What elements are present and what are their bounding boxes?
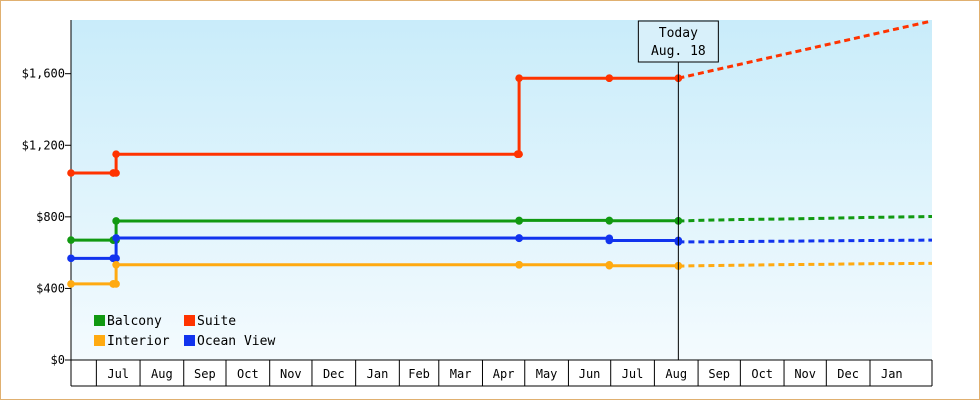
x-tick-label: Sep xyxy=(708,367,730,381)
plot-area xyxy=(71,20,932,360)
x-tick-label: Aug xyxy=(665,367,687,381)
ocean-view-point xyxy=(112,254,120,263)
suite-point xyxy=(515,74,523,82)
x-tick-label: Jan xyxy=(367,367,389,381)
today-callout-title: Today xyxy=(659,26,698,41)
balcony-point xyxy=(67,236,75,244)
suite-point xyxy=(112,150,120,159)
legend-swatch-interior xyxy=(94,335,105,346)
x-tick-label: Dec xyxy=(323,367,345,381)
x-tick-label: Aug xyxy=(151,367,173,381)
balcony-point xyxy=(605,216,614,225)
y-tick-label: $400 xyxy=(36,281,65,295)
legend-label-interior: Interior xyxy=(107,334,170,349)
legend-swatch-suite xyxy=(184,315,195,326)
interior-point xyxy=(515,261,523,269)
interior-point xyxy=(67,280,75,288)
y-tick-label: $1,200 xyxy=(22,138,65,152)
x-tick-label: Feb xyxy=(408,367,430,381)
x-tick-label: Nov xyxy=(794,367,816,381)
suite-point xyxy=(67,169,75,177)
suite-forecast-line xyxy=(678,19,933,80)
interior-point xyxy=(605,261,614,270)
x-tick-label: Sep xyxy=(194,367,216,381)
today-callout xyxy=(637,20,719,63)
x-tick-label: Mar xyxy=(450,367,472,381)
balcony-forecast-line xyxy=(678,215,933,223)
legend-label-balcony: Balcony xyxy=(107,314,162,329)
x-tick-label: Jun xyxy=(579,367,601,381)
legend-swatch-balcony xyxy=(94,315,105,326)
interior-point xyxy=(112,280,120,288)
y-tick-label: $0 xyxy=(51,353,65,367)
ocean-view-point xyxy=(67,254,75,263)
ocean-view-point xyxy=(515,234,523,243)
today-callout-date: Aug. 18 xyxy=(651,44,706,59)
suite-point xyxy=(112,169,120,177)
ocean-view-point xyxy=(112,234,120,242)
legend-label-ocean-view: Ocean View xyxy=(197,334,275,349)
x-tick-label: Oct xyxy=(237,367,259,381)
x-tick-label: Oct xyxy=(751,367,773,381)
ocean-view-forecast-line xyxy=(678,238,933,244)
x-tick-label: May xyxy=(536,367,558,381)
suite-point xyxy=(515,150,523,159)
y-tick-label: $1,600 xyxy=(22,67,65,81)
ocean-view-point xyxy=(605,236,614,245)
x-tick-label: Nov xyxy=(280,367,302,381)
x-tick-label: Jul xyxy=(107,367,129,381)
suite-point xyxy=(605,74,614,82)
interior-forecast-line xyxy=(678,261,933,268)
legend-swatch-ocean-view xyxy=(184,335,195,346)
x-tick-label: Jan xyxy=(881,367,903,381)
interior-point xyxy=(112,261,120,269)
balcony-point xyxy=(112,217,120,225)
x-tick-label: Jul xyxy=(622,367,644,381)
legend-label-suite: Suite xyxy=(197,314,236,329)
y-tick-label: $800 xyxy=(36,210,65,224)
x-tick-label: Dec xyxy=(837,367,859,381)
balcony-point xyxy=(515,216,523,225)
x-tick-label: Apr xyxy=(493,367,515,381)
